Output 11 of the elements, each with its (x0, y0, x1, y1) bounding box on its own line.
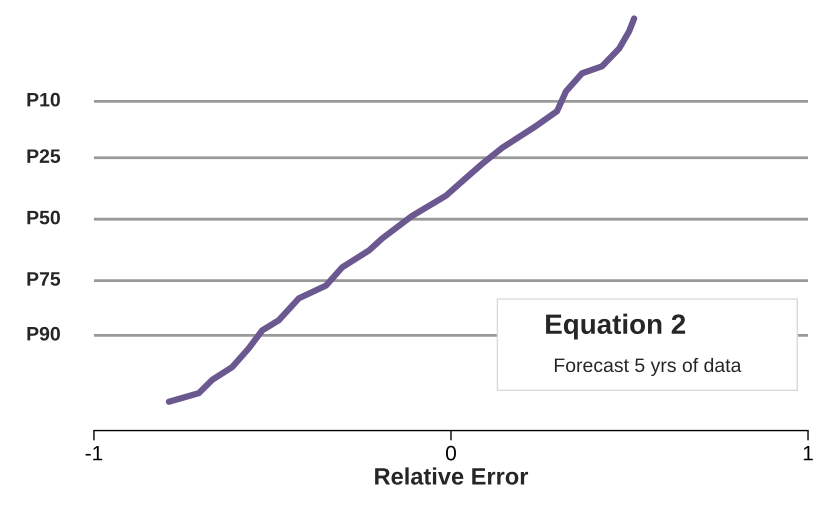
x-tick-label: 1 (804, 446, 813, 460)
ref-line-label: P75 (27, 272, 60, 286)
x-axis-title: Relative Error (375, 467, 528, 485)
x-tick-label: 0 (446, 446, 456, 460)
ref-line-label: P25 (27, 149, 60, 164)
ref-line-label: P90 (27, 326, 60, 341)
x-tick-label: -1 (86, 446, 102, 460)
annotation: Equation 2 (546, 314, 686, 340)
annotation: Forecast 5 yrs of data (554, 358, 742, 376)
ref-line-label: P50 (27, 210, 60, 224)
ref-line-label: P10 (27, 92, 60, 107)
